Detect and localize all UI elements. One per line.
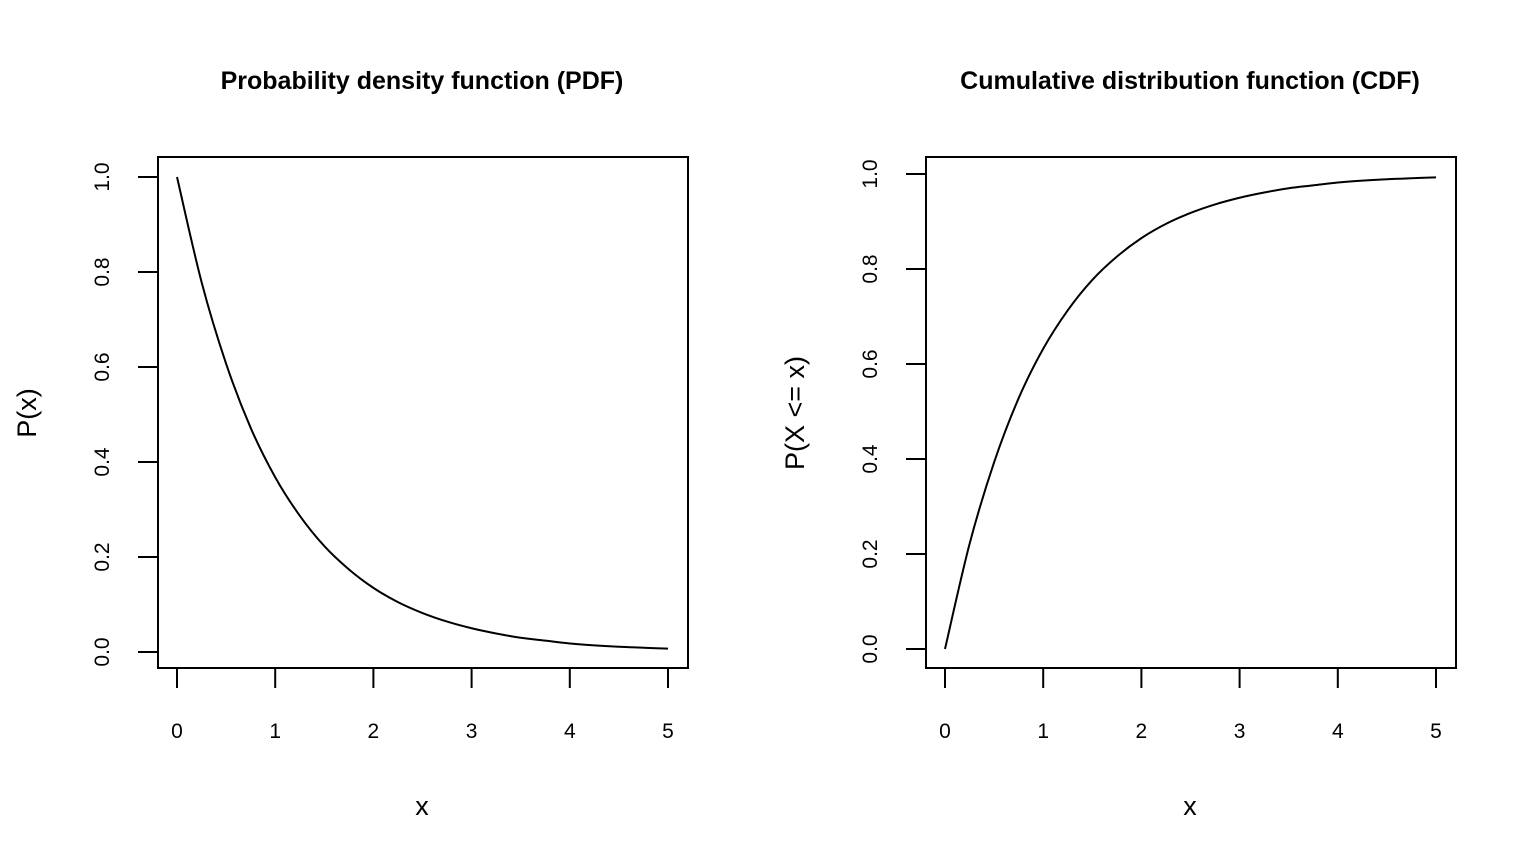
pdf-x-label: x [415,791,429,821]
cdf-y-ticks: 0.0 0.2 0.4 0.6 0.8 1.0 [859,159,926,664]
cdf-x-tick-label: 4 [1332,720,1344,743]
pdf-y-ticks: 0.0 0.2 0.4 0.6 0.8 1.0 [91,162,158,667]
pdf-x-tick-label: 1 [269,720,281,743]
pdf-y-tick-label: 0.6 [91,352,114,381]
cdf-panel: Cumulative distribution function (CDF) 0… [780,67,1457,821]
pdf-y-tick-label: 1.0 [91,162,114,191]
cdf-y-label: P(X <= x) [780,356,810,470]
cdf-y-tick-label: 0.2 [859,539,882,568]
pdf-x-tick-label: 5 [662,720,674,743]
cdf-x-tick-label: 2 [1136,720,1148,743]
pdf-y-tick-label: 0.8 [91,257,114,286]
pdf-y-tick-label: 0.2 [91,542,114,571]
pdf-y-tick-label: 0.0 [91,637,114,666]
pdf-x-tick-label: 4 [564,720,576,743]
pdf-x-tick-label: 0 [171,720,183,743]
cdf-x-tick-label: 3 [1234,720,1246,743]
cdf-x-tick-label: 0 [939,720,951,743]
pdf-series-line [176,176,669,650]
cdf-x-ticks: 0 1 2 3 4 5 [939,668,1442,743]
pdf-y-tick-label: 0.4 [91,447,114,477]
cdf-title: Cumulative distribution function (CDF) [960,67,1420,95]
cdf-series-line [944,176,1437,650]
cdf-x-tick-label: 1 [1037,720,1049,743]
pdf-y-label: P(x) [12,388,42,438]
pdf-x-ticks: 0 1 2 3 4 5 [171,668,674,743]
pdf-x-tick-label: 3 [466,720,478,743]
cdf-y-tick-label: 1.0 [859,159,882,188]
cdf-y-tick-label: 0.0 [859,634,882,663]
pdf-plot-frame [157,156,689,669]
cdf-x-label: x [1183,791,1197,821]
pdf-x-tick-label: 2 [368,720,380,743]
cdf-x-tick-label: 5 [1430,720,1442,743]
pdf-panel: Probability density function (PDF) 0 1 2 3 4… [12,67,689,821]
cdf-y-tick-label: 0.4 [859,444,882,474]
cdf-y-tick-label: 0.8 [859,254,882,283]
cdf-y-tick-label: 0.6 [859,349,882,378]
cdf-plot-frame [925,156,1457,669]
pdf-title: Probability density function (PDF) [221,67,624,95]
